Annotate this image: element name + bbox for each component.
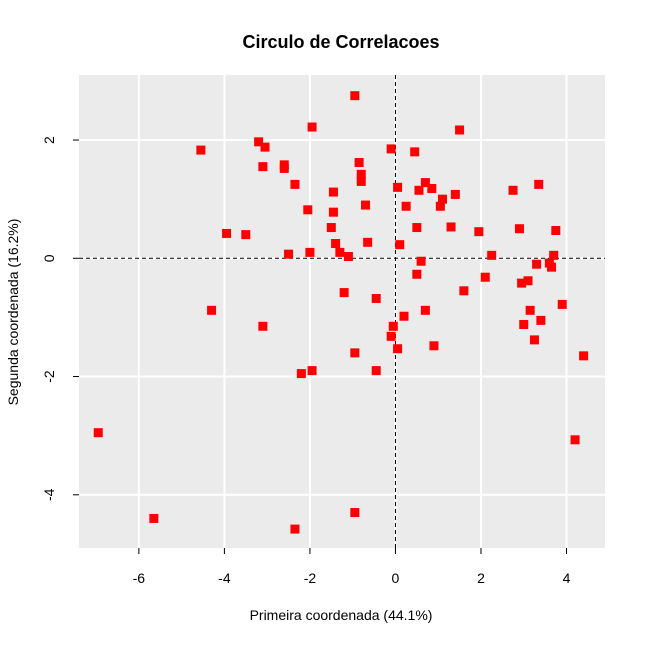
data-point [335,247,345,257]
data-point [222,228,232,238]
data-point [354,158,364,168]
data-point [529,335,539,345]
data-point [149,513,159,523]
data-point [258,162,268,172]
x-tick-label: -6 [133,570,146,586]
data-point [410,147,420,157]
y-tick-label: 2 [41,136,57,144]
data-point [435,201,445,211]
data-point [260,142,270,152]
data-point [343,252,353,262]
y-tick-label: 0 [41,254,57,262]
data-point [534,179,544,189]
data-point [517,278,527,288]
y-axis-title: Segunda coordenada (16.2%) [5,219,21,406]
data-point [401,201,411,211]
data-point [241,230,251,240]
data-point [93,428,103,438]
data-points [93,91,589,534]
data-point [420,305,430,315]
data-point [339,288,349,298]
data-point [279,163,289,173]
data-point [284,249,294,259]
data-point [557,299,567,309]
data-point [350,348,360,358]
data-point [328,207,338,217]
data-point [388,321,398,331]
data-point [455,125,465,135]
data-point [393,344,403,354]
data-point [305,247,315,257]
y-tick-label: -4 [41,488,57,501]
data-point [350,91,360,101]
chart-title: Circulo de Correlacoes [242,32,439,52]
data-point [412,223,422,233]
data-point [570,435,580,445]
data-point [290,179,300,189]
data-point [547,262,557,272]
data-point [532,259,542,269]
data-point [525,305,535,315]
data-point [307,366,317,376]
data-point [437,194,447,204]
data-point [356,176,366,186]
y-tick-label: -2 [41,370,57,383]
data-point [551,225,561,235]
data-point [487,250,497,260]
data-point [393,182,403,192]
data-point [450,189,460,199]
data-point [459,286,469,296]
data-point [307,122,317,132]
data-point [420,178,430,188]
data-point [361,200,371,210]
data-point [579,351,589,361]
data-point [549,250,559,260]
data-point [519,320,529,330]
data-point [371,366,381,376]
data-point [196,145,206,155]
data-point [303,205,313,215]
data-point [386,144,396,154]
reference-lines [79,75,605,548]
data-point [427,184,437,194]
data-point [514,224,524,234]
x-tick-label: 4 [563,570,571,586]
data-point [399,311,409,321]
data-point [296,369,306,379]
data-point [328,187,338,197]
x-tick-label: -4 [218,570,231,586]
data-point [416,256,426,266]
data-point [429,341,439,351]
x-axis-title: Primeira coordenada (44.1%) [250,607,433,623]
data-point [523,276,533,286]
x-tick-label: 0 [392,570,400,586]
data-point [290,524,300,534]
data-point [207,305,217,315]
y-axis: -4 -2 0 2 [41,136,79,501]
data-point [446,222,456,232]
plot-panel [79,75,605,548]
data-point [363,237,373,247]
data-point [386,331,396,341]
x-tick-label: -2 [304,570,317,586]
data-point [508,185,518,195]
data-point [258,321,268,331]
data-point [536,315,546,325]
data-point [350,508,360,518]
data-point [412,269,422,279]
data-point [356,169,366,179]
data-point [371,293,381,303]
data-point [480,272,490,282]
data-point [254,137,264,147]
data-point [326,223,336,233]
x-axis: -6 -4 -2 0 2 4 [133,548,571,586]
x-tick-label: 2 [477,570,485,586]
data-point [331,239,341,249]
data-point [414,185,424,195]
data-point [474,227,484,237]
data-point [395,240,405,250]
